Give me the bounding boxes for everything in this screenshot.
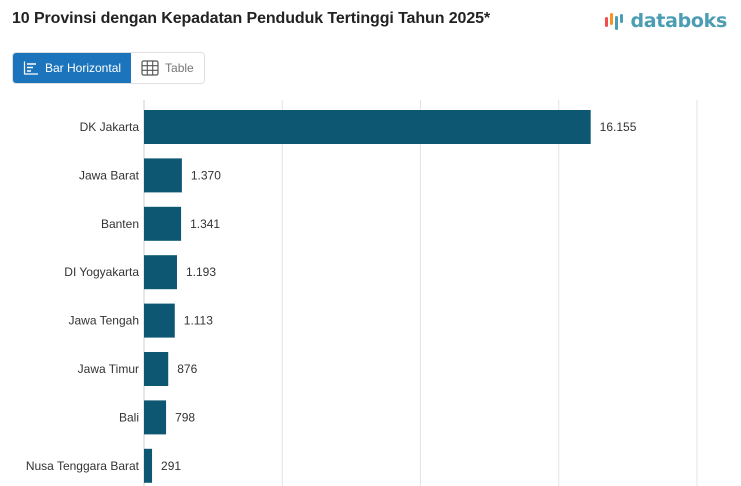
table-icon xyxy=(141,60,159,76)
data-label: 1.341 xyxy=(190,217,220,231)
view-toggle: Bar Horizontal Table xyxy=(12,52,205,84)
data-label: 1.370 xyxy=(191,168,221,182)
logo-bars-icon xyxy=(605,13,624,30)
bars: DK Jakarta 16.155 Jawa Barat 1.370 Banten 1.3… xyxy=(26,110,637,483)
bar-chart-icon xyxy=(23,61,38,75)
bar-horizontal-button[interactable]: Bar Horizontal xyxy=(13,53,132,83)
bar-horizontal-label: Bar Horizontal xyxy=(45,61,122,75)
bar[interactable] xyxy=(144,255,177,290)
data-label: 16.155 xyxy=(600,120,637,134)
category-label: Bali xyxy=(119,410,139,424)
bar[interactable] xyxy=(144,110,591,144)
data-label: 1.113 xyxy=(184,314,213,328)
bar[interactable] xyxy=(144,206,182,241)
category-label: Jawa Timur xyxy=(78,362,139,376)
databoks-logo[interactable]: databoks xyxy=(604,10,727,32)
grid-lines xyxy=(143,100,698,486)
table-button[interactable]: Table xyxy=(131,53,204,83)
table-label: Table xyxy=(165,61,194,75)
bar[interactable] xyxy=(144,448,153,483)
logo-text: databoks xyxy=(630,10,727,32)
chart-title: 10 Provinsi dengan Kepadatan Penduduk Te… xyxy=(12,10,491,27)
data-label: 1.193 xyxy=(186,265,216,279)
data-label: 876 xyxy=(177,362,197,376)
category-label: Jawa Tengah xyxy=(69,314,140,328)
category-label: Banten xyxy=(101,217,139,231)
bar[interactable] xyxy=(144,352,169,386)
bar[interactable] xyxy=(144,158,182,193)
category-label: Jawa Barat xyxy=(79,168,140,182)
bar-chart: DK Jakarta 16.155 Jawa Barat 1.370 Banten 1.3… xyxy=(26,100,698,486)
data-label: 291 xyxy=(161,459,181,473)
category-label: DK Jakarta xyxy=(80,120,140,134)
category-label: DI Yogyakarta xyxy=(64,265,139,279)
data-label: 798 xyxy=(175,410,195,424)
bar[interactable] xyxy=(144,303,175,338)
bar[interactable] xyxy=(144,400,167,435)
category-label: Nusa Tenggara Barat xyxy=(26,459,140,473)
